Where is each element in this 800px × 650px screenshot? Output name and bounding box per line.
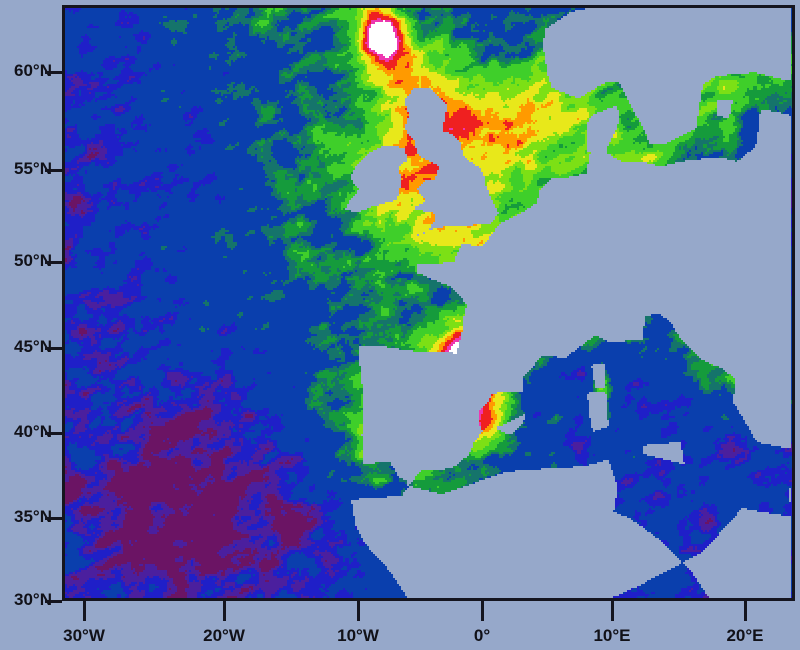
- heatmap-raster: [65, 8, 792, 598]
- x-tick-label-10: 10°E: [593, 626, 631, 645]
- x-tick-mark-20: [744, 601, 747, 621]
- x-tick-label-0: 0°: [473, 626, 491, 645]
- y-tick-label-60: 60°N: [14, 61, 52, 80]
- y-tick-mark-40: [45, 432, 62, 435]
- y-tick-label-30: 30°N: [14, 590, 52, 609]
- y-tick-label-35: 35°N: [14, 507, 52, 526]
- y-tick-mark-55: [45, 169, 62, 172]
- x-tick-mark-10: [611, 601, 614, 621]
- y-tick-label-55: 55°N: [14, 159, 52, 178]
- y-tick-mark-45: [45, 347, 62, 350]
- y-tick-label-50: 50°N: [14, 251, 52, 270]
- y-tick-mark-50: [45, 261, 62, 264]
- y-tick-label-40: 40°N: [14, 422, 52, 441]
- x-tick-label--30: 30°W: [63, 626, 105, 645]
- y-tick-label-45: 45°N: [14, 337, 52, 356]
- x-tick-label-20: 20°E: [726, 626, 764, 645]
- y-tick-mark-60: [45, 71, 62, 74]
- x-tick-mark--10: [357, 601, 360, 621]
- x-tick-label--20: 20°W: [203, 626, 245, 645]
- y-tick-mark-35: [45, 517, 62, 520]
- x-tick-label--10: 10°W: [337, 626, 379, 645]
- map-plot-area[interactable]: [62, 5, 795, 601]
- x-tick-mark-0: [481, 601, 484, 621]
- y-tick-mark-30: [45, 600, 62, 603]
- x-tick-mark--30: [83, 601, 86, 621]
- x-tick-mark--20: [223, 601, 226, 621]
